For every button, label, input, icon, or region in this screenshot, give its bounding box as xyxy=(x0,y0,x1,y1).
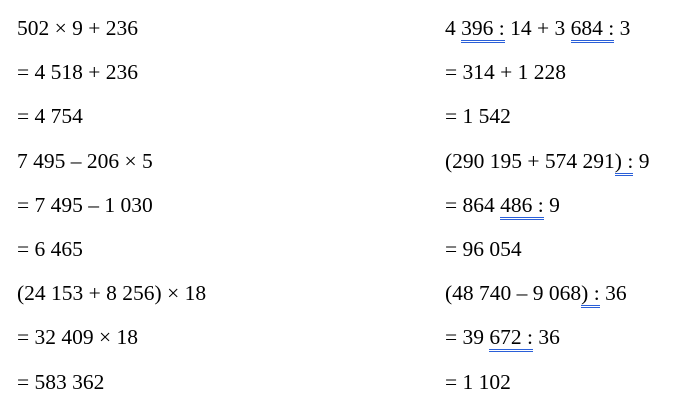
expression-text: 36 xyxy=(533,325,560,350)
expression-text: = 7 495 – 1 030 xyxy=(17,192,153,217)
right-expression-line: (48 740 – 9 068) : 36 xyxy=(445,280,627,309)
left-expression-line: = 6 465 xyxy=(17,236,83,262)
right-expression-line: = 314 + 1 228 xyxy=(445,59,566,85)
expression-text: (48 740 – 9 068 xyxy=(445,281,582,306)
expression-text: = 4 518 + 236 xyxy=(17,60,139,85)
expression-text: = 864 xyxy=(445,192,501,217)
expression-text: = 1 102 xyxy=(445,369,511,394)
expression-text: = 583 362 xyxy=(17,369,105,394)
right-expression-line: = 96 054 xyxy=(445,236,522,262)
expression-text: = 314 + 1 228 xyxy=(445,60,567,85)
left-expression-line: = 4 518 + 236 xyxy=(17,59,138,85)
expression-text: = 32 409 × 18 xyxy=(17,325,139,350)
right-expression-line: = 864 486 : 9 xyxy=(445,192,560,220)
left-expression-line: 7 495 – 206 × 5 xyxy=(17,148,153,174)
left-expression-line: = 4 754 xyxy=(17,103,83,129)
expression-text: 3 xyxy=(614,16,631,40)
expression-text: 14 + 3 xyxy=(504,16,571,40)
right-expression-line: = 39 672 : 36 xyxy=(445,324,560,353)
right-expression-line: (290 195 + 574 291) : 9 xyxy=(445,148,650,176)
expression-text: (290 195 + 574 291 xyxy=(445,148,615,173)
left-expression-line: (24 153 + 8 256) × 18 xyxy=(17,280,206,306)
expression-text: = 6 465 xyxy=(17,237,83,261)
expression-text: 36 xyxy=(599,281,627,306)
spellcheck-underlined-text: 486 : xyxy=(500,192,544,220)
expression-text: = 39 xyxy=(445,325,490,350)
spellcheck-underlined-text: 396 : xyxy=(461,16,505,43)
expression-text: 7 495 – 206 × 5 xyxy=(17,148,153,173)
expression-text: 502 × 9 + 236 xyxy=(17,16,139,40)
right-expression-line: 4 396 : 14 + 3 684 : 3 xyxy=(445,15,631,43)
expression-text: = 4 754 xyxy=(17,104,83,129)
expression-text: 4 xyxy=(445,16,462,40)
left-expression-line: 502 × 9 + 236 xyxy=(17,15,138,41)
left-expression-line: = 583 362 xyxy=(17,369,104,395)
expression-text: = 96 054 xyxy=(445,237,522,261)
expression-text: 9 xyxy=(543,192,560,217)
expression-text: = 1 542 xyxy=(445,104,511,129)
left-expression-line: = 7 495 – 1 030 xyxy=(17,192,153,218)
spellcheck-underlined-text: 684 : xyxy=(570,16,615,43)
expression-text: (24 153 + 8 256) × 18 xyxy=(17,281,207,306)
spellcheck-underlined-text: ) : xyxy=(581,281,600,309)
left-expression-line: = 32 409 × 18 xyxy=(17,324,138,350)
expression-text: 9 xyxy=(633,148,650,173)
spellcheck-underlined-text: 672 : xyxy=(489,325,533,353)
right-expression-line: = 1 102 xyxy=(445,369,511,395)
right-expression-line: = 1 542 xyxy=(445,103,511,129)
spellcheck-underlined-text: ) : xyxy=(614,148,634,176)
